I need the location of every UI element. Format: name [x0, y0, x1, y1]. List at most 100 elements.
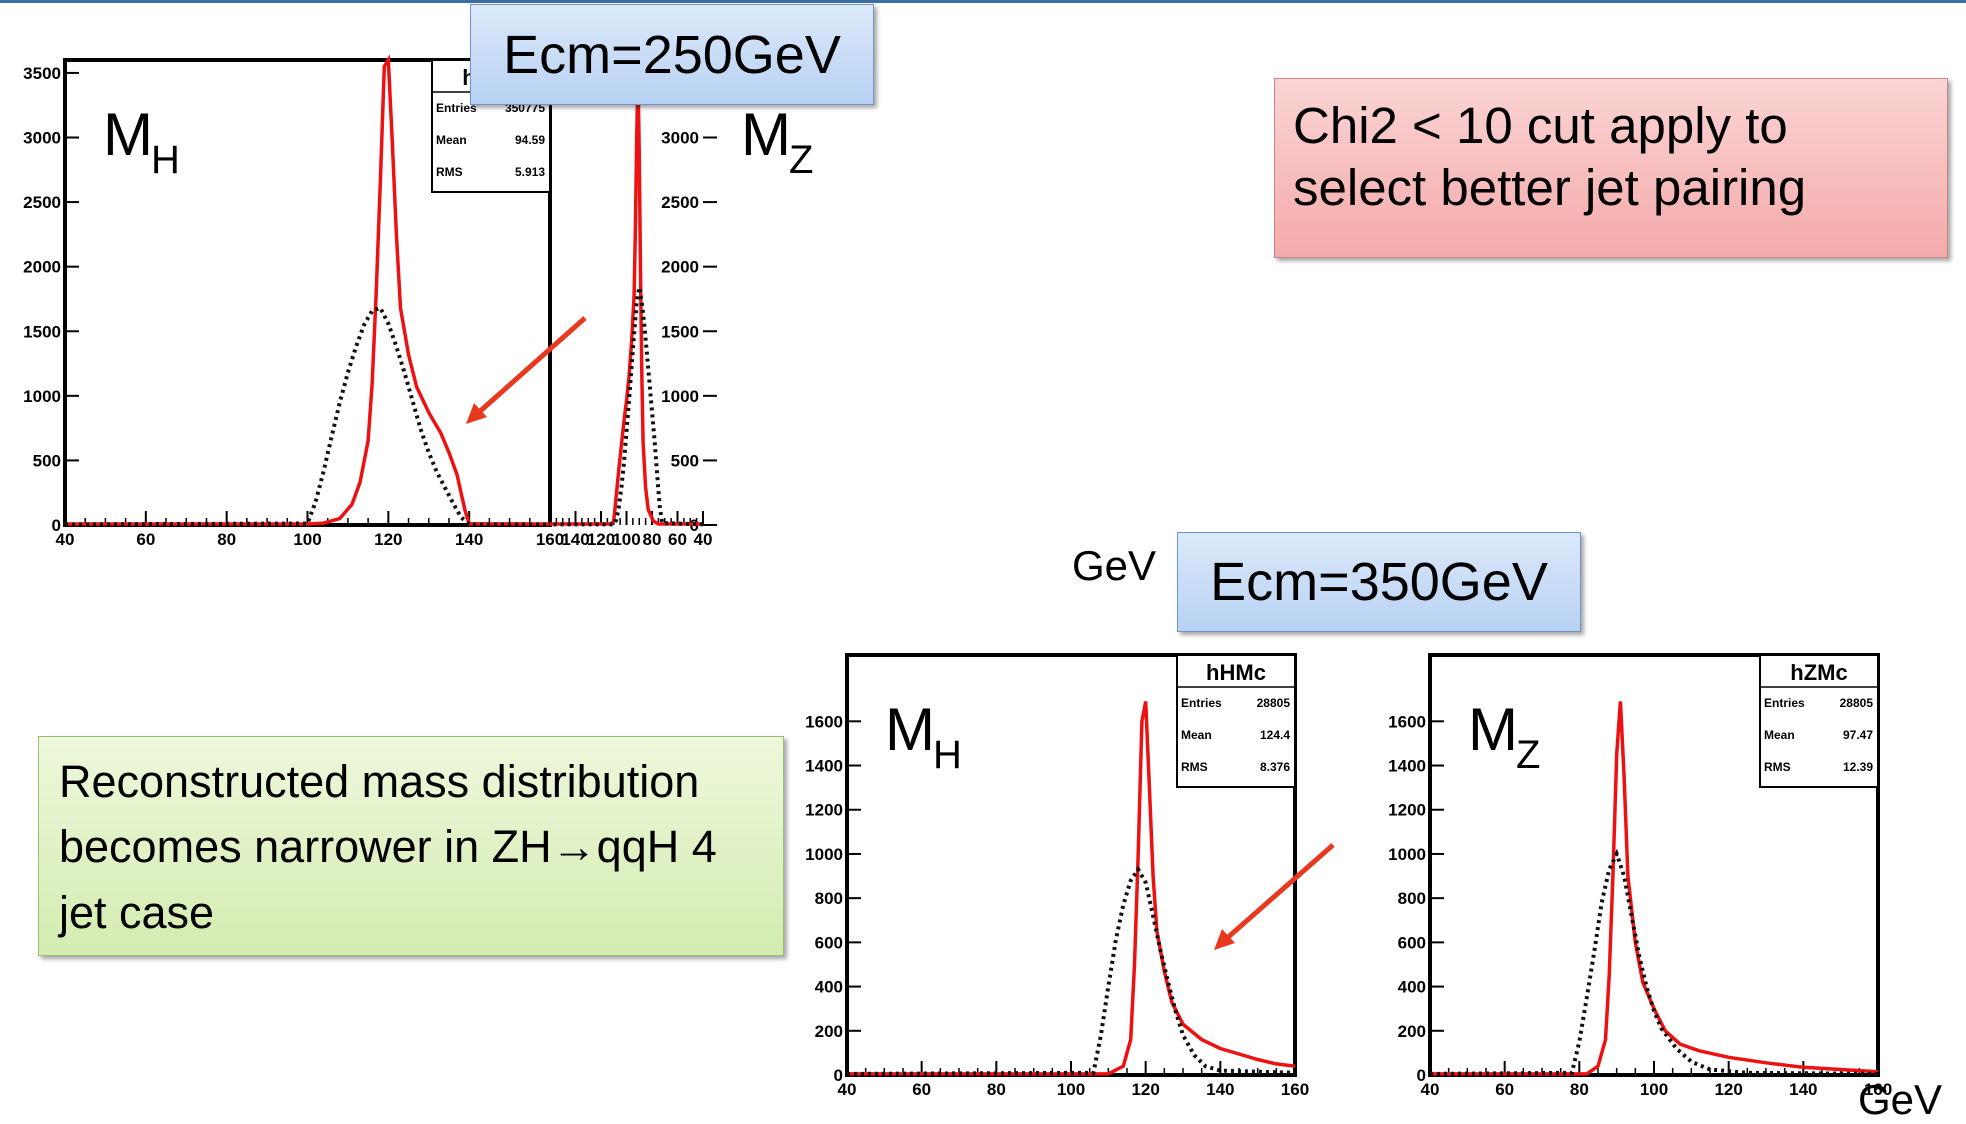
stats-value: 28805	[1257, 696, 1291, 710]
mass-label-subscript: Z	[789, 138, 813, 182]
y-tick-label: 2500	[23, 193, 61, 212]
y-tick-label: 500	[33, 451, 61, 470]
stats-value: 124.4	[1260, 728, 1290, 742]
stats-value: 12.39	[1843, 760, 1873, 774]
x-tick-label: 40	[1421, 1080, 1440, 1099]
stats-value: 8.376	[1260, 760, 1290, 774]
y-tick-label: 1400	[1388, 757, 1426, 776]
y-tick-label: 200	[1398, 1022, 1426, 1041]
x-tick-label: 100	[1057, 1080, 1085, 1099]
y-tick-label: 400	[815, 978, 843, 997]
y-tick-label: 1000	[1388, 845, 1426, 864]
histogram-mh-350: 40 60 80 100 120 140 1600200400600800100012001…	[805, 653, 1309, 1099]
histogram-before-cut	[846, 865, 1296, 1076]
chi2-cut-note: Chi2 < 10 cut apply to select better jet…	[1274, 78, 1948, 258]
y-tick-label: 1000	[805, 845, 843, 864]
stats-value: 5.913	[515, 165, 545, 179]
stats-box: hHMc Entries 28805 Mean 124.4 RMS 8.376	[1176, 654, 1296, 788]
energy-label-250: Ecm=250GeV	[470, 4, 874, 105]
y-tick-label: 1000	[23, 387, 61, 406]
energy-label-350: Ecm=350GeV	[1177, 532, 1581, 632]
x-tick-label: 60	[136, 530, 155, 549]
stats-box-frame	[1176, 654, 1296, 788]
stats-label: Entries	[1764, 696, 1805, 710]
y-tick-label: 1500	[23, 322, 61, 341]
stats-label: RMS	[1764, 760, 1791, 774]
y-tick-label: 2000	[23, 258, 61, 277]
x-tick-label: 40	[56, 530, 75, 549]
stats-label: Mean	[436, 133, 467, 147]
x-tick-label: 40	[838, 1080, 857, 1099]
header-rule	[0, 0, 1966, 3]
mass-label-subscript: H	[151, 138, 180, 182]
mass-label: M	[741, 101, 791, 168]
y-tick-label: 2500	[661, 193, 699, 212]
x-tick-label: 60	[912, 1080, 931, 1099]
x-tick-label: 160	[1864, 1080, 1892, 1099]
arrow-250	[476, 316, 587, 415]
y-tick-label: 1200	[805, 801, 843, 820]
stats-value: 94.59	[515, 133, 545, 147]
y-tick-label: 1000	[661, 387, 699, 406]
mass-label-subscript: Z	[1516, 733, 1540, 777]
stats-label: RMS	[436, 165, 463, 179]
x-tick-label: 100	[612, 530, 640, 549]
x-tick-label: 100	[293, 530, 321, 549]
narrow-distribution-note: Reconstructed mass distribution becomes …	[38, 736, 784, 956]
x-tick-label: 140	[1789, 1080, 1817, 1099]
y-tick-label: 1400	[805, 757, 843, 776]
histogram-before-cut	[1429, 848, 1879, 1076]
histogram-after-cut	[65, 54, 551, 526]
stats-label: RMS	[1181, 760, 1208, 774]
stats-value: 28805	[1840, 696, 1874, 710]
y-tick-label: 1500	[661, 322, 699, 341]
stats-label: Entries	[1181, 696, 1222, 710]
y-tick-label: 2000	[661, 258, 699, 277]
y-tick-label: 1600	[805, 712, 843, 731]
y-tick-label: 0	[834, 1066, 843, 1085]
histogram-before-cut	[64, 305, 550, 527]
x-tick-label: 40	[694, 530, 713, 549]
x-tick-label: 120	[587, 530, 615, 549]
unit-label-gev-1: GeV	[1072, 542, 1157, 589]
x-tick-label: 80	[1570, 1080, 1589, 1099]
x-tick-label: 160	[1281, 1080, 1309, 1099]
x-tick-label: 80	[217, 530, 236, 549]
y-tick-label: 1600	[1388, 712, 1426, 731]
stats-label: Mean	[1181, 728, 1212, 742]
mass-label: M	[103, 101, 153, 168]
x-tick-label: 80	[987, 1080, 1006, 1099]
x-tick-label: 80	[643, 530, 662, 549]
arrow-250-head	[466, 403, 487, 424]
unit-label-gev-2: GeV	[1858, 1076, 1943, 1123]
x-tick-label: 120	[1714, 1080, 1742, 1099]
y-tick-label: 800	[815, 889, 843, 908]
y-tick-label: 800	[1398, 889, 1426, 908]
histogram-after-cut	[550, 72, 703, 526]
y-tick-label: 3000	[661, 129, 699, 148]
stats-label: Entries	[436, 101, 477, 115]
y-tick-label: 3000	[23, 129, 61, 148]
y-tick-label: 400	[1398, 978, 1426, 997]
x-tick-label: 60	[1495, 1080, 1514, 1099]
x-tick-label: 160	[536, 530, 564, 549]
arrow-350-head	[1214, 929, 1235, 950]
x-tick-label: 120	[374, 530, 402, 549]
stats-title: hZMc	[1790, 660, 1847, 685]
y-tick-label: 200	[815, 1022, 843, 1041]
x-tick-label: 140	[561, 530, 589, 549]
y-tick-label: 0	[52, 516, 61, 535]
x-tick-label: 140	[455, 530, 483, 549]
y-tick-label: 0	[1417, 1066, 1426, 1085]
y-tick-label: 600	[1398, 933, 1426, 952]
stats-label: Mean	[1764, 728, 1795, 742]
y-tick-label: 3500	[23, 64, 61, 83]
x-tick-label: 60	[668, 530, 687, 549]
mass-label-subscript: H	[933, 733, 962, 777]
y-tick-label: 500	[671, 451, 699, 470]
y-tick-label: 1200	[1388, 801, 1426, 820]
arrow-350	[1224, 843, 1335, 941]
stats-box: hZMc Entries 28805 Mean 97.47 RMS 12.39	[1759, 654, 1879, 788]
histogram-after-cut	[847, 701, 1296, 1076]
